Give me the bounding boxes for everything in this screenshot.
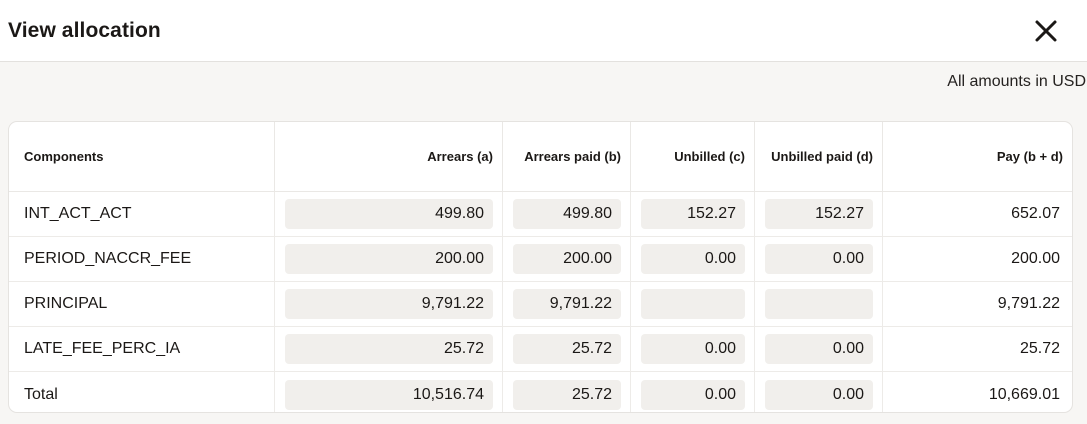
arrears-paid-value-box: 9,791.22 xyxy=(513,289,621,319)
pay-value: 25.72 xyxy=(1019,340,1060,357)
table-row: PERIOD_NACCR_FEE 200.00 200.00 0.00 0.00… xyxy=(9,237,1072,282)
column-header-unbilled: Unbilled (c) xyxy=(631,122,755,191)
unbilled-cell: 0.00 xyxy=(631,372,755,412)
arrears-paid-cell: 499.80 xyxy=(503,192,631,236)
pay-cell: 10,669.01 xyxy=(883,372,1072,412)
table-row: LATE_FEE_PERC_IA 25.72 25.72 0.00 0.00 2… xyxy=(9,327,1072,372)
arrears-cell: 9,791.22 xyxy=(275,282,503,326)
arrears-value-box: 499.80 xyxy=(285,199,493,229)
pay-cell: 200.00 xyxy=(883,237,1072,281)
unbilled-paid-value-box: 0.00 xyxy=(765,244,873,274)
arrears-paid-cell: 25.72 xyxy=(503,372,631,412)
currency-note: All amounts in USD xyxy=(947,73,1086,90)
unbilled-paid-cell: 0.00 xyxy=(755,372,883,412)
column-header-unbilled-paid: Unbilled paid (d) xyxy=(755,122,883,191)
unbilled-cell: 0.00 xyxy=(631,327,755,371)
arrears-paid-value-box: 25.72 xyxy=(513,379,621,410)
component-cell: PRINCIPAL xyxy=(9,282,275,326)
arrears-value-box: 25.72 xyxy=(285,334,493,364)
arrears-paid-cell: 200.00 xyxy=(503,237,631,281)
pay-value: 200.00 xyxy=(1011,250,1060,267)
arrears-paid-value-box: 499.80 xyxy=(513,199,621,229)
unbilled-value-box xyxy=(641,289,745,319)
arrears-value-box: 200.00 xyxy=(285,244,493,274)
unbilled-cell xyxy=(631,282,755,326)
column-header-arrears-paid: Arrears paid (b) xyxy=(503,122,631,191)
column-header-arrears: Arrears (a) xyxy=(275,122,503,191)
unbilled-value-box: 0.00 xyxy=(641,379,745,410)
pay-value: 10,669.01 xyxy=(988,385,1060,403)
table-row: PRINCIPAL 9,791.22 9,791.22 9,791.22 xyxy=(9,282,1072,327)
arrears-paid-value-box: 25.72 xyxy=(513,334,621,364)
pay-value: 652.07 xyxy=(1011,205,1060,222)
close-icon xyxy=(1032,17,1060,45)
table-body: INT_ACT_ACT 499.80 499.80 152.27 152.27 … xyxy=(9,192,1072,412)
modal-title: View allocation xyxy=(8,18,161,42)
arrears-cell: 25.72 xyxy=(275,327,503,371)
unbilled-paid-cell: 0.00 xyxy=(755,237,883,281)
arrears-paid-value-box: 200.00 xyxy=(513,244,621,274)
unbilled-paid-cell xyxy=(755,282,883,326)
arrears-value-box: 9,791.22 xyxy=(285,289,493,319)
unbilled-value-box: 0.00 xyxy=(641,334,745,364)
column-header-components: Components xyxy=(9,122,275,191)
pay-value: 9,791.22 xyxy=(997,295,1060,312)
table-header-row: Components Arrears (a) Arrears paid (b) … xyxy=(9,122,1072,192)
unbilled-paid-value-box xyxy=(765,289,873,319)
component-cell: LATE_FEE_PERC_IA xyxy=(9,327,275,371)
unbilled-cell: 152.27 xyxy=(631,192,755,236)
allocation-table: Components Arrears (a) Arrears paid (b) … xyxy=(8,121,1073,413)
unbilled-paid-value-box: 152.27 xyxy=(765,199,873,229)
column-header-pay: Pay (b + d) xyxy=(996,149,1063,164)
unbilled-paid-value-box: 0.00 xyxy=(765,379,873,410)
arrears-cell: 10,516.74 xyxy=(275,372,503,412)
table-row: INT_ACT_ACT 499.80 499.80 152.27 152.27 … xyxy=(9,192,1072,237)
arrears-value-box: 10,516.74 xyxy=(285,379,493,410)
unbilled-paid-cell: 152.27 xyxy=(755,192,883,236)
unbilled-paid-value-box: 0.00 xyxy=(765,334,873,364)
pay-cell: 9,791.22 xyxy=(883,282,1072,326)
arrears-paid-cell: 25.72 xyxy=(503,327,631,371)
close-button[interactable] xyxy=(1029,14,1063,48)
unbilled-paid-cell: 0.00 xyxy=(755,327,883,371)
component-cell: PERIOD_NACCR_FEE xyxy=(9,237,275,281)
total-row: Total 10,516.74 25.72 0.00 0.00 10,669.0… xyxy=(9,372,1072,412)
component-cell: Total xyxy=(9,372,275,412)
pay-cell: 652.07 xyxy=(883,192,1072,236)
unbilled-value-box: 0.00 xyxy=(641,244,745,274)
arrears-cell: 200.00 xyxy=(275,237,503,281)
unbilled-value-box: 152.27 xyxy=(641,199,745,229)
arrears-cell: 499.80 xyxy=(275,192,503,236)
component-cell: INT_ACT_ACT xyxy=(9,192,275,236)
pay-cell: 25.72 xyxy=(883,327,1072,371)
modal-header: View allocation xyxy=(0,0,1087,62)
unbilled-cell: 0.00 xyxy=(631,237,755,281)
arrears-paid-cell: 9,791.22 xyxy=(503,282,631,326)
